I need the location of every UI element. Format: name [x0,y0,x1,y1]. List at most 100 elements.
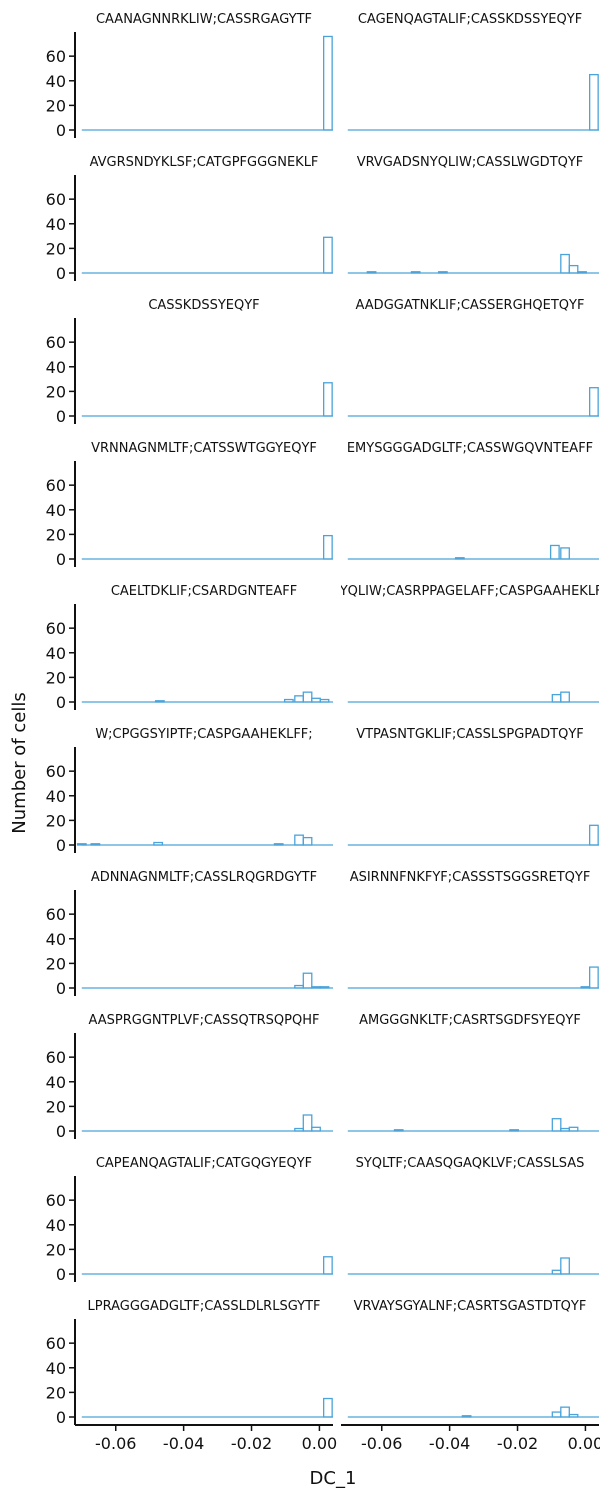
histogram-panel-4: VRVGADSNYQLIW;CASSLWGDTQYF [347,155,599,274]
histogram-bar [560,691,570,703]
histogram-bar [323,236,333,274]
histogram-panel-6: AADGGATNKLIF;CASSERGHQETQYF [347,298,599,417]
y-tick-label: 20 [46,1383,66,1402]
histogram-bar [454,557,465,560]
y-tick-label: 40 [46,358,66,377]
y-tick-label: 60 [46,476,66,495]
histogram-bar [366,271,377,274]
y-tick-label: 20 [46,96,66,115]
y-tick-label: 0 [56,693,66,712]
y-tick-label: 60 [46,1334,66,1353]
panel-title: EMYSGGGADGLTF;CASSWGQVNTEAFF [347,441,593,456]
panel-grid: CAANAGNNRKLIW;CASSRGAGYTF 0 20 40 60 CAGENQAG… [46,12,600,1453]
histogram-bar [560,547,570,560]
histogram-bar [323,35,333,131]
y-tick-label: 0 [56,1122,66,1141]
y-tick-label: 20 [46,811,66,830]
y-tick-label: 0 [56,1408,66,1427]
panel-title: ADNNAGNMLTF;CASSLRQGRDGYTF [91,870,317,885]
x-tick-label: -0.02 [497,1434,538,1453]
x-tick-label: -0.04 [163,1434,204,1453]
panel-title: AMGGGNKLTF;CASRTSGDFSYEQYF [359,1013,581,1028]
panel-title: SYQLTF;CAASQGAQKLVF;CASSLSAS [356,1156,585,1171]
histogram-bar [551,693,562,703]
y-tick-label: 60 [46,1191,66,1210]
panel-title: CAANAGNNRKLIW;CASSRGAGYTF [96,12,312,27]
histogram-bar [437,271,448,274]
histogram-panel-16: AMGGGNKLTF;CASRTSGDFSYEQYF [347,1013,599,1132]
x-tick-label: -0.02 [231,1434,272,1453]
y-tick-label: 0 [56,264,66,283]
histogram-bar [560,1406,570,1418]
y-tick-label: 40 [46,501,66,520]
histogram-panel-10: NYQLIW;CASRPPAGELAFF;CASPGAAHEKLFF [341,584,599,703]
histogram-bar [551,1411,562,1418]
histogram-bar [294,984,304,989]
panel-title: AVGRSNDYKLSF;CATGPFGGGNEKLF [90,155,319,170]
y-tick-label: 60 [46,333,66,352]
histogram-bar [323,534,333,560]
y-tick-label: 20 [46,668,66,687]
histogram-panel-3: AVGRSNDYKLSF;CATGPFGGGNEKLF 0 20 40 60 [46,155,333,283]
histogram-bar [323,1256,333,1275]
histogram-bar [580,986,591,989]
y-tick-label: 0 [56,836,66,855]
histogram-panel-9: CAELTDKLIF;CSARDGNTEAFF 0 20 40 60 [46,584,333,712]
histogram-panel-11: W;CPGGSYIPTF;CASPGAAHEKLFF; 0 20 40 60 [46,727,333,855]
histogram-bar [302,972,313,989]
panel-title: ASIRNNFNKFYF;CASSSTSGGSRETQYF [350,870,591,885]
panel-title: LPRAGGGADGLTF;CASSLDLRLSGYTF [88,1299,321,1314]
histogram-panel-20: VRVAYSGYALNF;CASRTSGASTDTQYF -0.06 -0.04 -0… [341,1299,600,1453]
histogram-bar [560,1257,570,1275]
x-tick-label: -0.06 [95,1434,136,1453]
histogram-bar [283,698,294,703]
histogram-bar [568,1413,579,1418]
panel-title: CAGENQAGTALIF;CASSKDSSYEQYF [358,12,582,27]
histogram-panel-13: ADNNAGNMLTF;CASSLRQGRDGYTF 0 20 40 60 [46,870,333,998]
histogram-panel-14: ASIRNNFNKFYF;CASSSTSGGSRETQYF [347,870,599,989]
histogram-bar [294,695,304,703]
panel-title: CAELTDKLIF;CSARDGNTEAFF [111,584,297,599]
histogram-bar [302,836,313,846]
y-tick-label: 0 [56,979,66,998]
histogram-bar [551,1118,562,1132]
histogram-panel-2: CAGENQAGTALIF;CASSKDSSYEQYF [347,12,599,131]
panel-title: CASSKDSSYEQYF [148,298,259,313]
histogram-bar [302,691,313,703]
panel-title: VRNNAGNMLTF;CATSSWTGGYEQYF [91,441,317,456]
histogram-bar [294,834,304,846]
y-tick-label: 40 [46,1359,66,1378]
histogram-bar [509,1129,520,1132]
histogram-bar [410,271,421,274]
histogram-bar [560,253,570,274]
y-tick-label: 60 [46,190,66,209]
histogram-bar [319,698,330,703]
y-tick-label: 40 [46,1073,66,1092]
x-axis-label: DC_1 [310,1468,357,1489]
panel-title: AASPRGGNTPLVF;CASSQTRSQPQHF [89,1013,320,1028]
histogram-bar [76,843,87,846]
histogram-bar [154,700,165,703]
panel-title: AADGGATNKLIF;CASSERGHQETQYF [356,298,585,313]
y-tick-label: 20 [46,1240,66,1259]
y-tick-label: 0 [56,550,66,569]
histogram-bar [393,1129,404,1132]
panel-title: VRVGADSNYQLIW;CASSLWGDTQYF [357,155,584,170]
histogram-bar [589,966,599,989]
histogram-bar [302,1114,313,1132]
histogram-panel-12: VTPASNTGKLIF;CASSLSPGPADTQYF [347,727,599,846]
x-tick-label: 0.00 [568,1434,600,1453]
y-tick-label: 60 [46,762,66,781]
histogram-panel-17: CAPEANQAGTALIF;CATGQGYEQYF 0 20 40 60 [46,1156,333,1284]
histogram-panel-7: VRNNAGNMLTF;CATSSWTGGYEQYF 0 20 40 60 [46,441,333,569]
histogram-bar [551,1269,562,1275]
y-tick-label: 20 [46,1097,66,1116]
histogram-bar [311,1126,321,1132]
histogram-panel-5: CASSKDSSYEQYF 0 20 40 60 [46,298,333,426]
histogram-bar [90,843,101,846]
panel-title: VRVAYSGYALNF;CASRTSGASTDTQYF [354,1299,587,1314]
histogram-panel-18: SYQLTF;CAASQGAQKLVF;CASSLSAS [347,1156,599,1275]
y-tick-label: 20 [46,239,66,258]
histogram-panel-1: CAANAGNNRKLIW;CASSRGAGYTF 0 20 40 60 [46,12,333,140]
histogram-bar [311,986,321,989]
